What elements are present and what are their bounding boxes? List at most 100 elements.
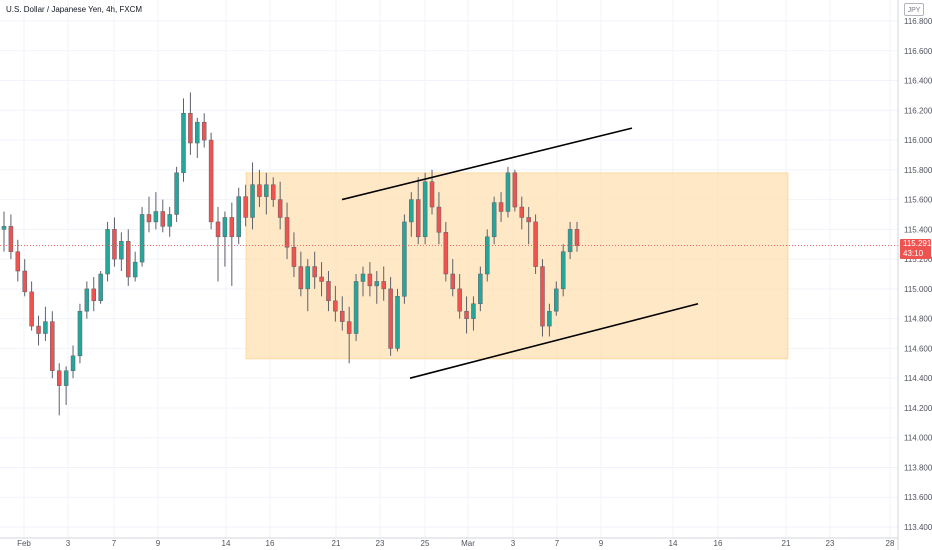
candle-body [519,206,525,218]
price-tick-label: 115.400 [904,225,932,234]
candle-body [174,172,179,215]
candle-body [367,273,373,287]
time-tick-label: 3 [511,539,516,548]
candle [533,214,538,274]
candle [450,259,455,297]
candle-body [132,261,138,278]
candle [146,196,152,233]
price-tick-label: 116.600 [904,47,932,56]
candle [346,306,352,364]
candle [312,251,317,289]
candle-body [63,370,69,386]
candle [540,259,545,337]
price-tick-label: 116.800 [904,17,932,26]
candle [119,232,124,272]
candle-body [112,229,117,260]
candle-body [50,321,55,371]
candle [215,207,221,282]
candle-body [277,199,283,218]
candle [422,172,428,245]
price-tick-label: 114.000 [904,434,932,443]
time-tick-label: 16 [714,539,723,548]
candle-body [415,199,421,238]
candle [270,177,276,208]
candle [485,229,490,282]
candle-body [139,214,145,263]
candle [208,132,214,230]
candle-body [436,206,442,233]
candle [415,177,421,245]
candle [15,239,21,282]
candle-body [56,370,62,386]
currency-badge[interactable]: JPY [904,3,924,16]
candle-body [126,241,131,278]
time-tick-label: 7 [555,539,560,548]
time-tick-label: 16 [266,539,275,548]
candle-body [319,276,324,282]
candle [160,199,166,233]
candle [291,232,297,277]
candle-body [353,281,359,334]
time-tick-label: 9 [156,539,161,548]
candle-body [243,196,248,218]
candle-body [402,221,407,297]
candle [56,363,62,416]
last-price-badge: 115.291 43:10 [900,239,931,259]
candle-body [222,217,228,238]
candle-body [560,251,566,290]
candle-body [381,281,386,290]
candle [436,192,442,245]
candle [567,221,573,260]
candles [1,92,580,416]
candle [188,92,193,155]
candle-body [291,246,297,267]
price-tick-label: 114.200 [904,404,932,413]
price-tick-label: 115.200 [904,255,932,264]
upper-trendline[interactable] [341,127,633,201]
candle [139,207,145,267]
time-tick-label: 23 [376,539,385,548]
candle-body [36,325,41,334]
candle [498,192,504,222]
candle [63,366,69,405]
bar-countdown: 43:10 [903,249,924,258]
candle-body [257,184,262,197]
candle-body [1,226,7,230]
candle-body [388,288,393,349]
candle [243,184,248,227]
candle [257,169,262,208]
candle-body [547,310,552,327]
price-tick-label: 116.000 [904,136,932,145]
candle [560,244,566,297]
candle-body [574,229,580,246]
candle [388,276,393,356]
price-tick-label: 114.400 [904,374,932,383]
candle [554,281,559,316]
candle [8,214,14,260]
candle [167,207,172,237]
candle-body [312,266,317,278]
candle [153,192,159,230]
candle-body [554,288,559,312]
candle [381,266,386,301]
candle [526,207,531,245]
candle-body [443,232,449,275]
candle-body [429,181,435,208]
price-tick-label: 115.600 [904,196,932,205]
price-tick-label: 113.600 [904,493,932,502]
candle-body [167,214,172,227]
candle [50,311,55,379]
candle [201,113,207,148]
lower-trendline[interactable] [409,302,699,379]
candle-body [333,300,338,312]
candle [105,221,110,282]
price-axis[interactable]: 116.800 116.600 116.400 116.200 116.000 115.8… [904,17,932,532]
candle [298,251,304,297]
candle-body [201,121,207,141]
time-axis[interactable]: Feb 3 7 9 14 16 21 23 25 Mar 3 7 9 14 16 21 23 28 [17,539,895,548]
candle [360,266,366,297]
candle [29,281,34,331]
candle-body [270,184,276,200]
candle [478,266,483,312]
